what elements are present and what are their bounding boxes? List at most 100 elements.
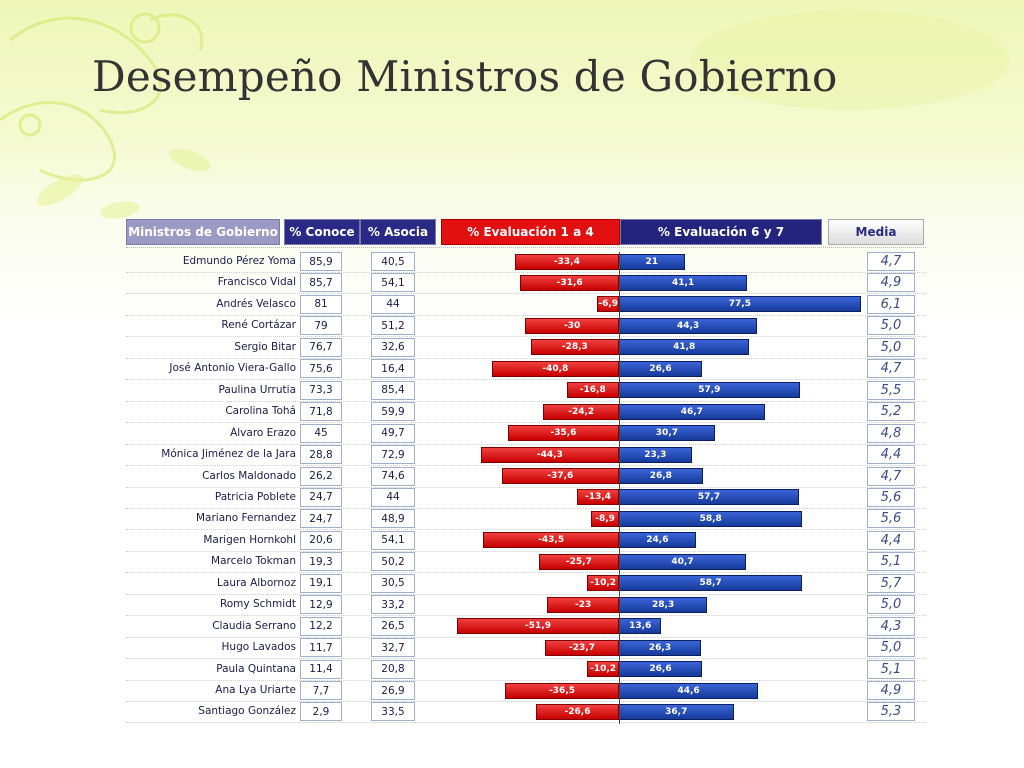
bar-evaluacion-1-a-4: -23 [547, 596, 619, 613]
bar-evaluacion-6-y-7: 46,7 [619, 403, 765, 420]
row-divider [126, 722, 926, 724]
bar-evaluacion-1-a-4: -8,9 [591, 510, 619, 527]
bar-evaluacion-6-y-7: 24,6 [619, 532, 696, 549]
media-value: 4,7 [867, 252, 915, 271]
bar-evaluacion-1-a-4: -10,2 [587, 661, 619, 678]
row-divider [126, 400, 926, 402]
bar-evaluacion-1-a-4: -23,7 [545, 639, 619, 656]
conoce-value: 20,6 [300, 530, 342, 550]
minister-name: Romy Schmidt [219, 598, 296, 611]
header-conoce: % Conoce [284, 219, 360, 245]
asocia-value: 59,9 [371, 402, 415, 422]
minister-name: Paulina Urrutia [218, 383, 296, 396]
conoce-value: 85,9 [300, 252, 342, 271]
row-divider [126, 379, 926, 381]
media-value: 5,1 [867, 659, 915, 679]
asocia-value: 51,2 [371, 316, 415, 336]
row-divider [126, 293, 926, 295]
asocia-value: 48,9 [371, 509, 415, 529]
header-underline [126, 247, 926, 248]
minister-name: Carolina Tohá [225, 405, 296, 418]
conoce-value: 75,6 [300, 359, 342, 379]
bar-evaluacion-6-y-7: 26,6 [619, 360, 702, 377]
conoce-value: 26,2 [300, 466, 342, 486]
bar-evaluacion-6-y-7: 57,9 [619, 382, 800, 399]
row-divider [126, 529, 926, 531]
media-value: 5,2 [867, 402, 915, 422]
asocia-value: 30,5 [371, 573, 415, 593]
media-value: 4,9 [867, 681, 915, 700]
row-divider [126, 272, 926, 273]
media-value: 4,7 [867, 466, 915, 486]
bar-evaluacion-1-a-4: -30 [525, 317, 619, 334]
conoce-value: 71,8 [300, 402, 342, 422]
conoce-value: 81 [300, 294, 342, 314]
asocia-value: 54,1 [371, 530, 415, 550]
bar-evaluacion-6-y-7: 30,7 [619, 425, 715, 442]
media-value: 6,1 [867, 294, 915, 314]
bar-evaluacion-1-a-4: -28,3 [530, 339, 619, 356]
minister-name: Marcelo Tokman [211, 555, 296, 568]
media-value: 5,0 [867, 337, 915, 357]
conoce-value: 79 [300, 316, 342, 336]
bar-evaluacion-6-y-7: 13,6 [619, 618, 662, 635]
media-value: 5,3 [867, 702, 915, 722]
bar-evaluacion-1-a-4: -10,2 [587, 575, 619, 592]
bar-evaluacion-1-a-4: -31,6 [520, 274, 619, 291]
conoce-value: 11,4 [300, 659, 342, 679]
bar-evaluacion-6-y-7: 26,3 [619, 639, 702, 656]
media-value: 4,9 [867, 273, 915, 293]
row-divider [126, 593, 926, 595]
media-value: 4,8 [867, 423, 915, 443]
bar-evaluacion-6-y-7: 58,8 [619, 510, 803, 527]
asocia-value: 33,2 [371, 595, 415, 615]
bar-evaluacion-6-y-7: 44,6 [619, 682, 759, 699]
conoce-value: 7,7 [300, 681, 342, 700]
bar-evaluacion-1-a-4: -33,4 [514, 253, 619, 270]
minister-name: René Cortázar [221, 319, 296, 332]
bar-evaluacion-1-a-4: -51,9 [457, 618, 619, 635]
conoce-value: 12,9 [300, 595, 342, 615]
conoce-value: 19,3 [300, 552, 342, 572]
row-divider [126, 615, 926, 617]
header-media: Media [828, 219, 924, 245]
minister-name: Ana Lya Uriarte [215, 684, 296, 696]
header-ministros: Ministros de Gobierno [126, 219, 280, 245]
asocia-value: 50,2 [371, 552, 415, 572]
asocia-value: 32,7 [371, 638, 415, 658]
minister-name: Marigen Hornkohl [203, 533, 296, 546]
asocia-value: 32,6 [371, 337, 415, 357]
row-divider [126, 443, 926, 445]
conoce-value: 85,7 [300, 273, 342, 293]
media-value: 4,7 [867, 359, 915, 379]
conoce-value: 76,7 [300, 337, 342, 357]
zero-axis-line [619, 252, 620, 724]
minister-name: Paula Quintana [216, 662, 296, 675]
bar-evaluacion-1-a-4: -26,6 [536, 703, 619, 720]
media-value: 5,6 [867, 487, 915, 507]
asocia-value: 72,9 [371, 445, 415, 465]
asocia-value: 33,5 [371, 702, 415, 722]
bar-evaluacion-1-a-4: -24,2 [543, 403, 619, 420]
conoce-value: 24,7 [300, 509, 342, 529]
bar-evaluacion-6-y-7: 57,7 [619, 489, 800, 506]
asocia-value: 40,5 [371, 252, 415, 271]
row-divider [126, 507, 926, 509]
minister-name: José Antonio Viera-Gallo [169, 362, 296, 375]
row-divider [126, 658, 926, 660]
media-value: 4,3 [867, 616, 915, 636]
minister-name: Carlos Maldonado [202, 469, 296, 482]
asocia-value: 26,5 [371, 616, 415, 636]
bar-evaluacion-6-y-7: 28,3 [619, 596, 708, 613]
minister-name: Laura Albornoz [217, 576, 296, 589]
asocia-value: 85,4 [371, 380, 415, 400]
row-divider [126, 550, 926, 552]
asocia-value: 44 [371, 294, 415, 314]
conoce-value: 24,7 [300, 487, 342, 507]
asocia-value: 49,7 [371, 423, 415, 443]
conoce-value: 2,9 [300, 702, 342, 722]
asocia-value: 54,1 [371, 273, 415, 293]
row-divider [126, 422, 926, 424]
bar-evaluacion-6-y-7: 58,7 [619, 575, 803, 592]
conoce-value: 73,3 [300, 380, 342, 400]
